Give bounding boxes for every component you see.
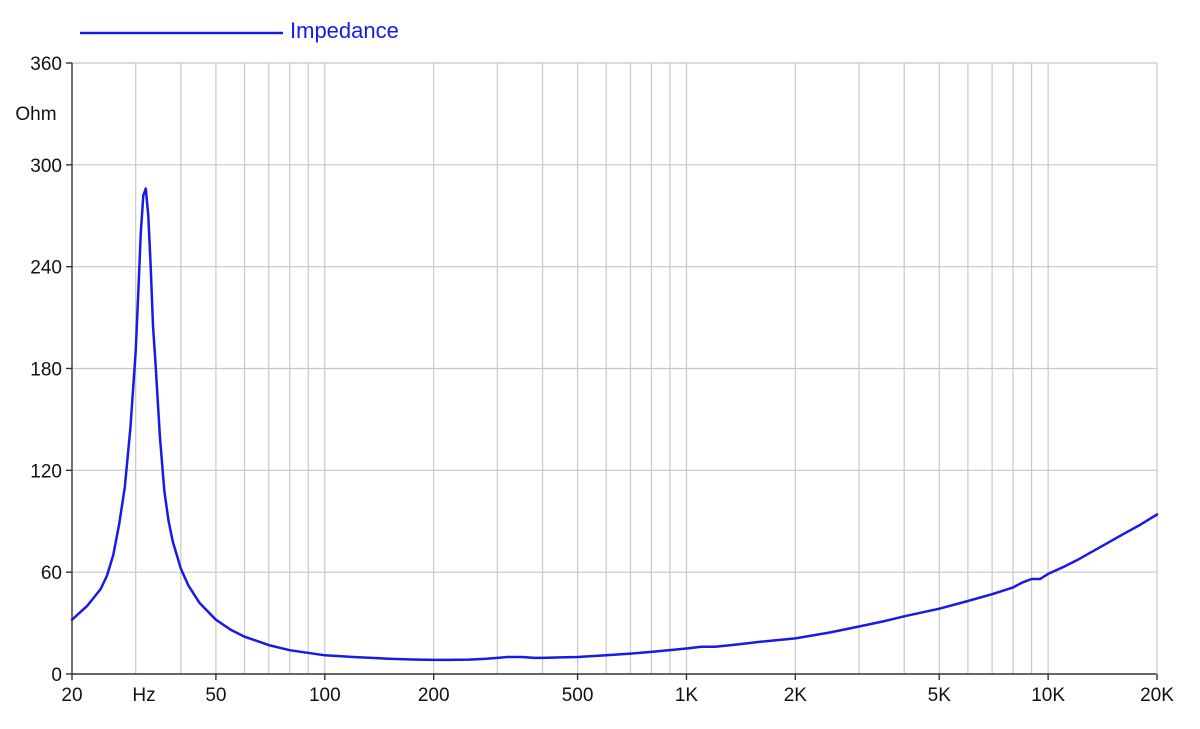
y-axis-label: Ohm <box>15 104 56 125</box>
x-tick-label: 50 <box>205 685 226 706</box>
series-line-impedance <box>72 189 1157 660</box>
x-tick-label: 200 <box>418 685 450 706</box>
y-tick-label: 120 <box>30 461 62 482</box>
y-tick-label: 180 <box>30 360 62 381</box>
x-tick-label: 20K <box>1140 685 1174 706</box>
series-layer <box>72 189 1157 660</box>
y-tick-label: 240 <box>30 258 62 279</box>
y-tick-label: 300 <box>30 156 62 177</box>
y-tick-labels: 0 60 120 180 240 300 360 <box>30 54 72 686</box>
y-tick-label: 360 <box>30 54 62 75</box>
x-tick-label: 1K <box>675 685 699 706</box>
x-tick-labels: 20 50 100 200 500 1K 2K 5K 10K 20K <box>61 674 1174 706</box>
x-axis-label: Hz <box>132 685 155 706</box>
y-tick-label: 60 <box>41 563 62 584</box>
horizontal-gridlines <box>72 63 1157 572</box>
legend-label-impedance: Impedance <box>290 18 399 43</box>
legend: Impedance <box>80 18 399 43</box>
x-tick-label: 100 <box>309 685 341 706</box>
x-tick-label: 20 <box>61 685 82 706</box>
y-tick-label: 0 <box>51 665 62 686</box>
x-tick-label: 5K <box>928 685 952 706</box>
x-tick-label: 10K <box>1031 685 1065 706</box>
x-tick-label: 500 <box>562 685 594 706</box>
x-tick-label: 2K <box>784 685 808 706</box>
